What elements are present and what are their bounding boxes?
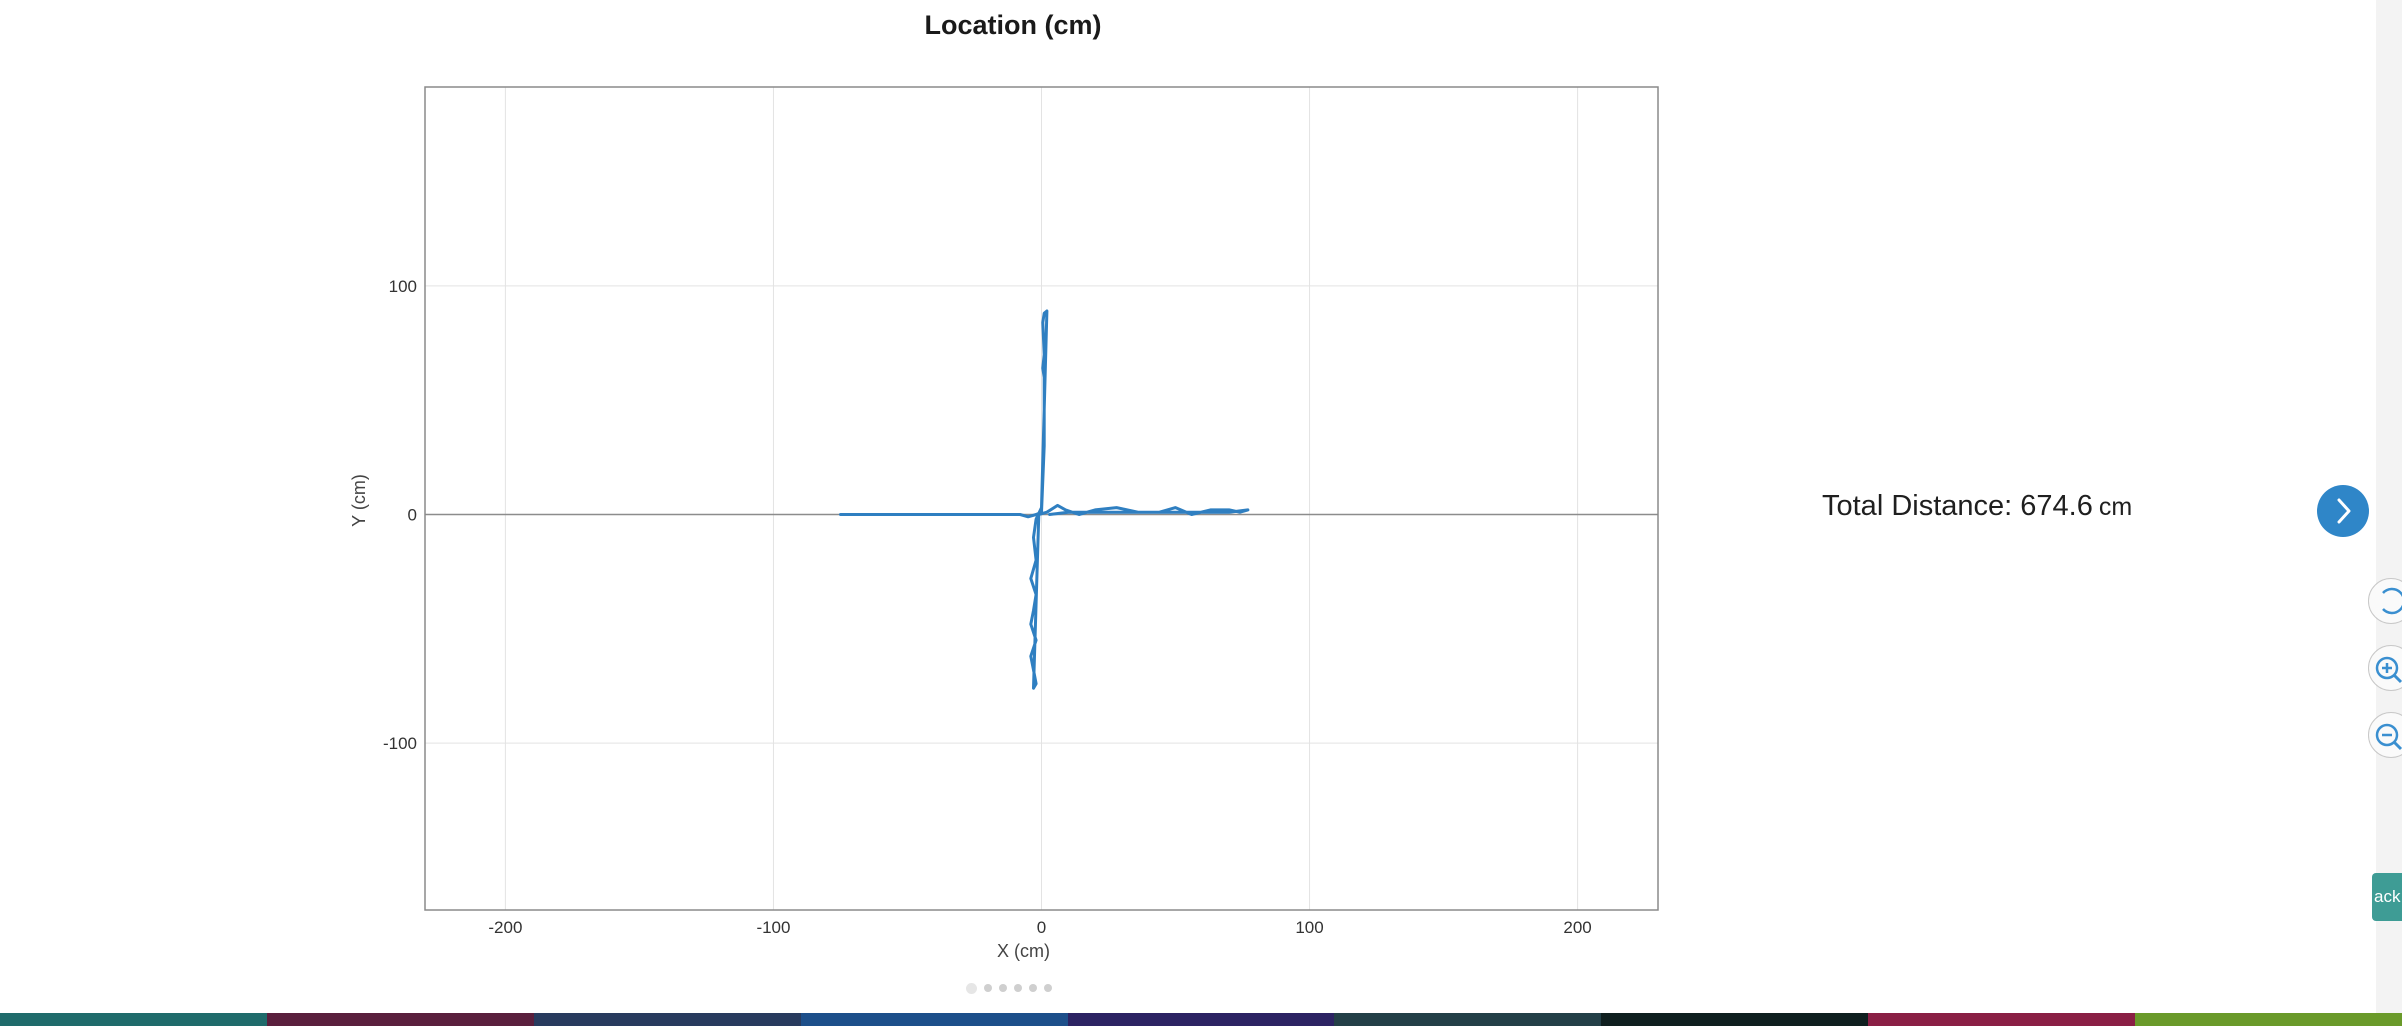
zoom-in-button[interactable] bbox=[2368, 645, 2402, 691]
x-tick-label: 0 bbox=[1037, 918, 1046, 937]
right-edge bbox=[2376, 0, 2402, 1013]
pager-dot[interactable] bbox=[1044, 984, 1052, 992]
y-axis-label: Y (cm) bbox=[349, 474, 369, 527]
total-distance-label: Total Distance: bbox=[1822, 490, 2013, 522]
chart-title: Location (cm) bbox=[924, 10, 1102, 40]
zoom-in-icon bbox=[2375, 656, 2402, 684]
side-tab[interactable]: ack bbox=[2372, 873, 2402, 921]
taskbar-item[interactable] bbox=[2135, 1013, 2402, 1026]
chart-svg: -200 -100 0 100 200 -100 0 100 X (cm) Y (cm) bbox=[349, 86, 1659, 961]
total-distance-value: 674.6 bbox=[2020, 490, 2093, 522]
taskbar-item[interactable] bbox=[800, 1013, 1068, 1026]
series-line bbox=[839, 309, 1250, 690]
taskbar-item[interactable] bbox=[1067, 1013, 1335, 1026]
pager-dot[interactable] bbox=[1029, 984, 1037, 992]
total-distance-unit: cm bbox=[2098, 493, 2133, 521]
reset-icon bbox=[2382, 587, 2402, 615]
taskbar-item[interactable] bbox=[1601, 1013, 1869, 1026]
x-tick-label: 200 bbox=[1563, 918, 1591, 937]
chart-panel: Location (cm) -200 -100 0 100 200 -100 0 100 X (… bbox=[349, 10, 2133, 994]
pager-dot[interactable] bbox=[999, 984, 1007, 992]
total-distance: Total Distance: 674.6 cm bbox=[1822, 490, 2132, 523]
y-tick-label: 0 bbox=[408, 506, 417, 525]
x-tick-label: -100 bbox=[756, 918, 790, 937]
side-tab-label: ack bbox=[2374, 887, 2401, 906]
plot-frame bbox=[424, 86, 1659, 911]
x-axis-label: X (cm) bbox=[997, 941, 1050, 961]
taskbar bbox=[0, 1013, 2402, 1026]
x-tick-label: 100 bbox=[1295, 918, 1323, 937]
pager-dot[interactable] bbox=[1014, 984, 1022, 992]
taskbar-item[interactable] bbox=[1868, 1013, 2136, 1026]
next-button[interactable] bbox=[2317, 485, 2369, 537]
taskbar-item[interactable] bbox=[0, 1013, 267, 1026]
zoom-out-button[interactable] bbox=[2368, 712, 2402, 758]
pager-dot[interactable] bbox=[966, 983, 977, 994]
taskbar-item[interactable] bbox=[266, 1013, 534, 1026]
pager-dot[interactable] bbox=[984, 984, 992, 992]
y-tick-label: 100 bbox=[389, 277, 417, 296]
pager-dots bbox=[966, 983, 1052, 994]
taskbar-item[interactable] bbox=[533, 1013, 801, 1026]
reset-button[interactable] bbox=[2368, 578, 2402, 624]
x-tick-label: -200 bbox=[488, 918, 522, 937]
zoom-out-icon bbox=[2375, 723, 2402, 751]
taskbar-item[interactable] bbox=[1334, 1013, 1602, 1026]
chevron-right-icon bbox=[2337, 498, 2351, 524]
y-tick-label: -100 bbox=[383, 734, 417, 753]
